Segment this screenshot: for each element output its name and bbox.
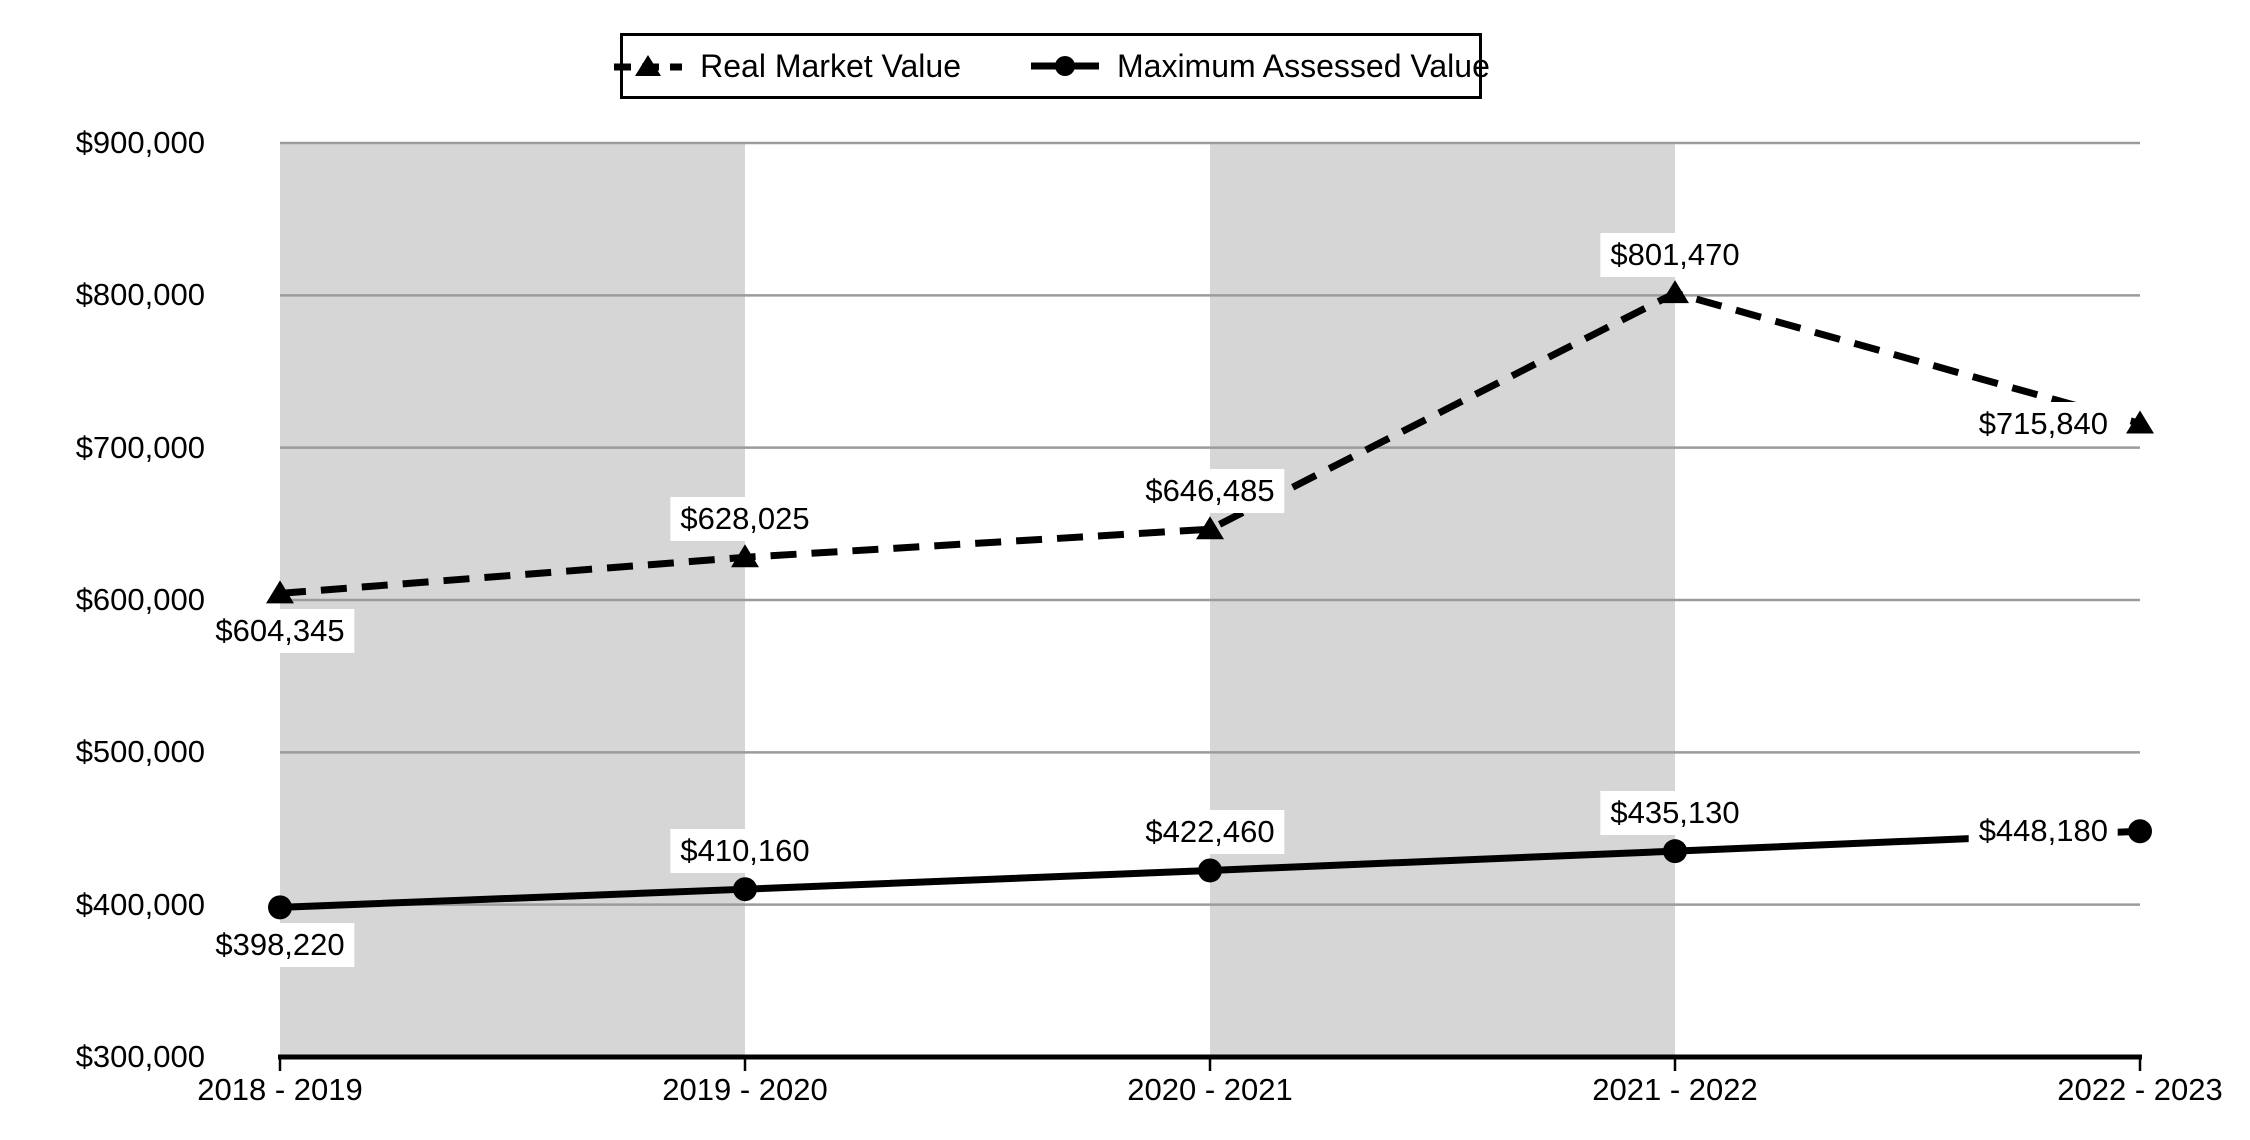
legend-label-real-market-value: Real Market Value: [700, 47, 961, 84]
y-axis-tick-label: $900,000: [75, 125, 205, 160]
triangle-marker: [731, 544, 759, 568]
legend-item-maximum-assessed-value: Maximum Assessed Value: [1029, 48, 1490, 85]
x-axis-tick-label: 2018 - 2019: [197, 1072, 363, 1107]
legend: Real Market Value Maximum Assessed Value: [614, 33, 1490, 99]
triangle-marker: [266, 580, 294, 604]
data-label: $628,025: [670, 497, 820, 542]
series-line-real-market-value: [279, 289, 2141, 597]
data-label: $410,160: [670, 829, 820, 874]
legend-item-real-market-value: Real Market Value: [612, 48, 961, 85]
legend-label-maximum-assessed-value: Maximum Assessed Value: [1116, 47, 1490, 84]
circle-marker: [1663, 839, 1687, 864]
circle-marker: [733, 877, 757, 902]
data-label: $422,460: [1135, 810, 1285, 855]
triangle-marker: [1196, 516, 1224, 540]
x-axis-tick-label: 2022 - 2023: [2057, 1072, 2223, 1107]
y-axis-tick-label: $400,000: [75, 886, 205, 922]
data-label: $646,485: [1135, 469, 1285, 514]
y-axis-tick-label: $800,000: [75, 277, 205, 313]
y-axis-tick-label: $500,000: [75, 734, 205, 770]
x-axis-tick-label: 2021 - 2022: [1592, 1072, 1758, 1107]
y-axis-tick-label: $700,000: [75, 429, 205, 465]
triangle-marker: [2126, 410, 2154, 434]
data-label: $435,130: [1600, 791, 1750, 836]
circle-marker: [2128, 819, 2152, 844]
data-label: $448,180: [1968, 809, 2118, 854]
circle-marker: [268, 895, 292, 920]
y-axis-tick-label: $300,000: [75, 1039, 205, 1074]
dashed-triangle-legend-marker-icon: [614, 55, 683, 76]
data-label: $715,840: [1968, 401, 2118, 446]
y-axis-tick-label: $600,000: [75, 582, 205, 617]
circle-marker: [1198, 858, 1222, 883]
data-label: $604,345: [205, 609, 355, 654]
x-axis-tick-label: 2019 - 2020: [662, 1072, 828, 1107]
solid-circle-legend-marker-icon: [1030, 56, 1099, 76]
x-axis-tick-label: 2020 - 2021: [1127, 1072, 1293, 1107]
triangle-marker: [1661, 280, 1689, 304]
data-label: $398,220: [205, 923, 355, 968]
data-label: $801,470: [1600, 233, 1750, 278]
